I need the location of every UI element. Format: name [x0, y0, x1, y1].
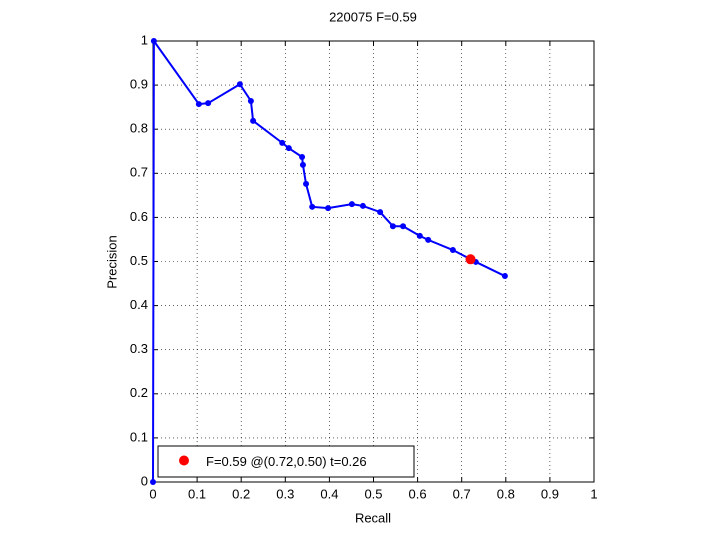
data-point	[425, 236, 432, 243]
data-point	[325, 205, 332, 212]
data-point	[303, 180, 310, 187]
x-axis-label: Recall	[355, 510, 391, 525]
y-tick-label: 0.6	[130, 209, 148, 224]
data-point	[309, 203, 316, 210]
y-tick-label: 1	[141, 32, 148, 47]
x-tick-label: 0.8	[497, 486, 515, 501]
x-tick-label: 0.4	[320, 486, 338, 501]
data-point	[449, 247, 456, 254]
data-point	[150, 479, 156, 485]
legend-box	[157, 445, 415, 478]
data-point	[236, 81, 243, 88]
data-point	[348, 201, 355, 208]
data-point	[205, 100, 212, 107]
legend-marker	[179, 455, 189, 466]
data-point	[150, 38, 157, 44]
x-tick-label: 0.9	[541, 486, 559, 501]
data-point	[377, 209, 384, 216]
data-point	[299, 161, 306, 168]
data-point	[285, 145, 292, 152]
data-point	[279, 139, 286, 146]
chart-title: 220075 F=0.59	[329, 9, 417, 24]
y-tick-label: 0	[141, 473, 148, 488]
x-tick-label: 0.3	[276, 486, 294, 501]
y-tick-label: 0.1	[130, 429, 148, 444]
data-point	[400, 223, 407, 230]
data-point	[389, 223, 396, 230]
x-tick-label: 0.2	[232, 486, 250, 501]
data-point	[247, 97, 254, 104]
data-point	[501, 273, 508, 280]
data-point	[299, 153, 306, 160]
x-tick-label: 1	[590, 486, 597, 501]
y-tick-label: 0.4	[130, 297, 148, 312]
x-tick-label: 0.1	[188, 486, 206, 501]
data-point	[416, 232, 423, 239]
x-tick-label: 0.6	[409, 486, 427, 501]
x-tick-label: 0.7	[453, 486, 471, 501]
legend-label: F=0.59 @(0.72,0.50) t=0.26	[206, 454, 367, 469]
data-point	[465, 254, 476, 265]
y-tick-label: 0.5	[130, 253, 148, 268]
data-point	[250, 117, 257, 124]
y-tick-label: 0.8	[130, 121, 148, 136]
y-axis-label: Precision	[104, 235, 119, 288]
data-point	[195, 101, 202, 108]
y-tick-label: 0.7	[130, 165, 148, 180]
data-point	[359, 202, 366, 209]
x-tick-label: 0	[149, 486, 156, 501]
y-tick-label: 0.9	[130, 77, 148, 92]
y-tick-label: 0.2	[130, 385, 148, 400]
y-tick-label: 0.3	[130, 341, 148, 356]
x-tick-label: 0.5	[364, 486, 382, 501]
